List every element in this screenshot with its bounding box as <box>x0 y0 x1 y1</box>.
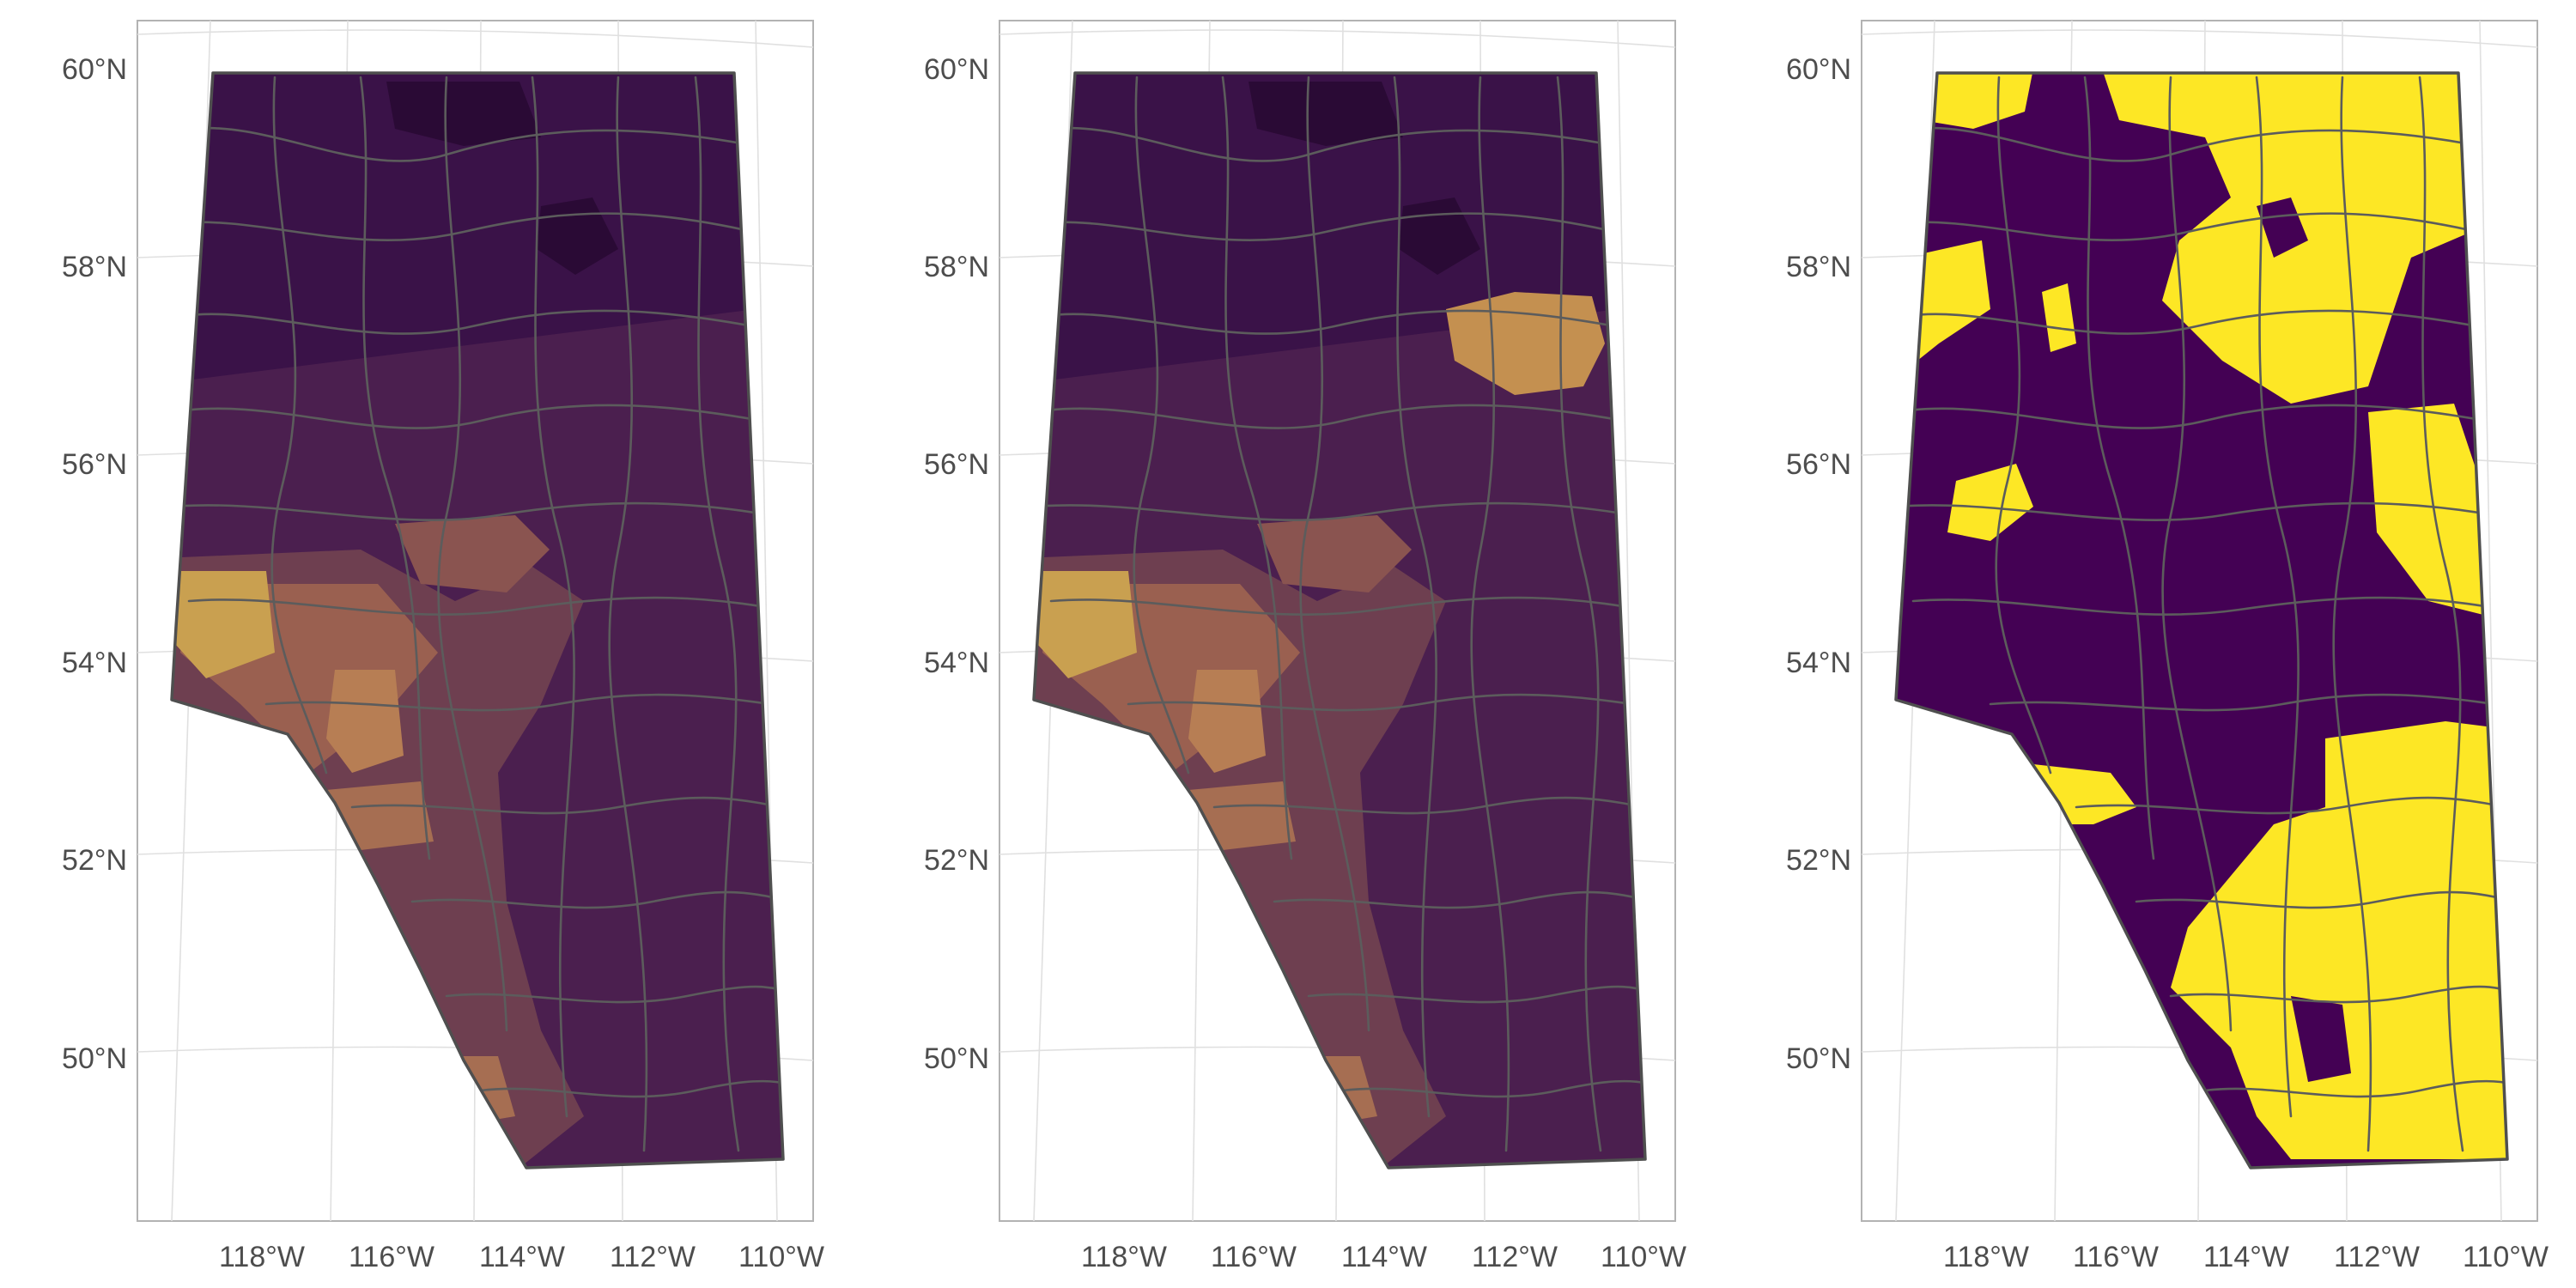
lon-label: 112°W <box>1472 1241 1558 1273</box>
latitude-labels: 60°N 58°N 56°N 54°N 52°N 50°N <box>1786 53 1851 1075</box>
lat-label: 58°N <box>1786 251 1851 283</box>
lat-label: 60°N <box>1786 53 1851 86</box>
province-outline <box>170 71 785 1170</box>
lon-label: 118°W <box>219 1241 305 1273</box>
latitude-labels: 60°N 58°N 56°N 54°N 52°N 50°N <box>62 53 127 1075</box>
lat-label: 60°N <box>62 53 127 86</box>
province-outline <box>1032 71 1647 1170</box>
lat-label: 58°N <box>62 251 127 283</box>
lat-label: 54°N <box>1786 647 1851 679</box>
lat-label: 52°N <box>1786 844 1851 877</box>
lon-label: 116°W <box>349 1241 434 1273</box>
longitude-labels: 118°W 116°W 114°W 112°W 110°W <box>219 1241 824 1273</box>
lat-label: 56°N <box>924 448 989 481</box>
lon-label: 112°W <box>610 1241 696 1273</box>
map-panel-2: 60°N 58°N 56°N 54°N 52°N 50°N 118°W 116°… <box>924 20 1686 1273</box>
lon-label: 114°W <box>479 1241 565 1273</box>
lat-label: 56°N <box>1786 448 1851 481</box>
sub-basin-boundaries <box>172 76 783 1152</box>
alberta-fill <box>1034 73 1645 1168</box>
sub-basin-boundaries <box>1034 76 1645 1152</box>
lon-label: 116°W <box>1211 1241 1297 1273</box>
alberta-fill <box>172 73 783 1168</box>
panel-border <box>999 20 1676 1222</box>
lat-label: 52°N <box>62 844 127 877</box>
sub-basin-boundaries <box>1896 76 2507 1152</box>
latitude-labels: 60°N 58°N 56°N 54°N 52°N 50°N <box>924 53 989 1075</box>
map-panel-3: 60°N 58°N 56°N 54°N 52°N 50°N 118°W 116°… <box>1786 20 2549 1273</box>
longitude-labels: 118°W 116°W 114°W 112°W 110°W <box>1081 1241 1686 1273</box>
lat-label: 56°N <box>62 448 127 481</box>
lon-label: 114°W <box>1341 1241 1427 1273</box>
lon-label: 118°W <box>1943 1241 2029 1273</box>
lon-label: 116°W <box>2073 1241 2159 1273</box>
lat-label: 54°N <box>924 647 989 679</box>
lon-label: 110°W <box>2463 1241 2549 1273</box>
lat-label: 50°N <box>1786 1042 1851 1075</box>
province-outline <box>1894 71 2509 1170</box>
lon-label: 110°W <box>1601 1241 1686 1273</box>
lon-label: 112°W <box>2334 1241 2420 1273</box>
lat-label: 54°N <box>62 647 127 679</box>
lat-label: 50°N <box>62 1042 127 1075</box>
lon-label: 110°W <box>738 1241 824 1273</box>
lat-label: 52°N <box>924 844 989 877</box>
lat-label: 60°N <box>924 53 989 86</box>
alberta-fill <box>1896 73 2507 1168</box>
panel-border <box>1861 20 2538 1222</box>
lon-label: 114°W <box>2203 1241 2289 1273</box>
map-panel-1: 60°N 58°N 56°N 54°N 52°N 50°N 118°W 116°… <box>62 20 824 1273</box>
lat-label: 58°N <box>924 251 989 283</box>
longitude-labels: 118°W 116°W 114°W 112°W 110°W <box>1943 1241 2549 1273</box>
lat-label: 50°N <box>924 1042 989 1075</box>
panel-border <box>137 20 814 1222</box>
lon-label: 118°W <box>1081 1241 1167 1273</box>
